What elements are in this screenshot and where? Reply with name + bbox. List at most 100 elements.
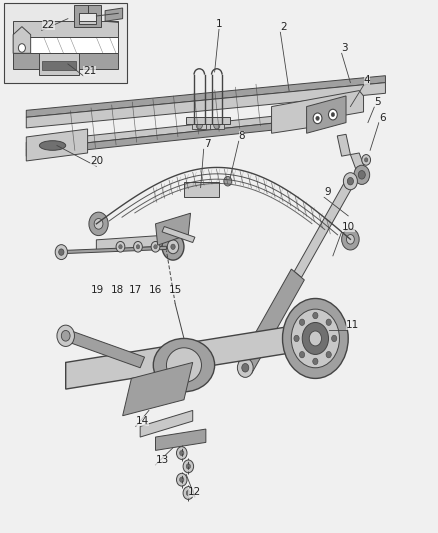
Circle shape — [342, 229, 359, 250]
Circle shape — [354, 165, 370, 184]
Polygon shape — [61, 246, 166, 254]
Text: 10: 10 — [342, 222, 355, 232]
Polygon shape — [105, 8, 123, 21]
Circle shape — [94, 219, 103, 229]
Circle shape — [57, 325, 74, 346]
Polygon shape — [272, 91, 364, 133]
Circle shape — [300, 319, 305, 326]
Circle shape — [300, 351, 305, 358]
Circle shape — [316, 116, 319, 120]
Text: 22: 22 — [42, 20, 55, 30]
Ellipse shape — [166, 348, 201, 383]
Ellipse shape — [153, 338, 215, 392]
Circle shape — [346, 235, 354, 244]
Polygon shape — [13, 53, 118, 69]
Circle shape — [134, 241, 142, 252]
Circle shape — [331, 112, 335, 117]
Polygon shape — [307, 96, 346, 133]
Polygon shape — [162, 227, 195, 243]
Circle shape — [326, 351, 331, 358]
Circle shape — [186, 490, 191, 496]
Circle shape — [326, 319, 331, 326]
Circle shape — [119, 245, 122, 249]
Text: 15: 15 — [169, 285, 182, 295]
Circle shape — [186, 464, 191, 469]
Text: 4: 4 — [364, 75, 370, 85]
Circle shape — [177, 447, 187, 459]
Circle shape — [347, 177, 353, 185]
Polygon shape — [13, 27, 31, 53]
Circle shape — [242, 364, 249, 372]
Circle shape — [171, 244, 175, 249]
Bar — [210, 122, 224, 129]
Circle shape — [294, 335, 299, 342]
Text: 20: 20 — [90, 156, 103, 166]
Circle shape — [313, 113, 322, 124]
Text: 21: 21 — [83, 66, 96, 76]
Circle shape — [61, 330, 70, 341]
Bar — [192, 122, 206, 129]
Polygon shape — [96, 235, 175, 251]
Circle shape — [313, 358, 318, 365]
Circle shape — [136, 245, 140, 249]
Text: 8: 8 — [239, 131, 245, 141]
Circle shape — [362, 155, 371, 165]
Circle shape — [328, 109, 337, 120]
Polygon shape — [13, 21, 118, 37]
Circle shape — [167, 240, 179, 254]
Text: 13: 13 — [155, 455, 169, 465]
Polygon shape — [337, 134, 350, 156]
Circle shape — [343, 173, 357, 190]
Circle shape — [183, 487, 194, 499]
Circle shape — [313, 312, 318, 319]
Text: 14: 14 — [136, 416, 149, 426]
Text: 19: 19 — [91, 285, 104, 295]
Text: 17: 17 — [129, 285, 142, 295]
Circle shape — [116, 241, 125, 252]
Circle shape — [180, 477, 184, 482]
Circle shape — [283, 298, 348, 378]
Polygon shape — [26, 129, 88, 161]
Polygon shape — [26, 83, 385, 128]
Text: 7: 7 — [204, 139, 210, 149]
Text: 6: 6 — [379, 112, 385, 123]
Circle shape — [214, 122, 220, 129]
Polygon shape — [184, 182, 219, 197]
Polygon shape — [13, 37, 118, 53]
Polygon shape — [26, 76, 385, 117]
Polygon shape — [155, 213, 191, 245]
Polygon shape — [39, 53, 79, 75]
Text: 12: 12 — [188, 487, 201, 497]
Polygon shape — [350, 153, 366, 172]
Circle shape — [154, 245, 157, 249]
Circle shape — [224, 176, 232, 186]
Polygon shape — [26, 110, 328, 149]
Circle shape — [364, 158, 368, 162]
Polygon shape — [66, 330, 145, 368]
Polygon shape — [123, 362, 193, 416]
Circle shape — [151, 241, 160, 252]
Polygon shape — [66, 325, 298, 389]
Circle shape — [18, 44, 25, 52]
Polygon shape — [239, 269, 304, 373]
Text: 5: 5 — [374, 96, 381, 107]
Circle shape — [89, 212, 108, 236]
Text: 9: 9 — [324, 187, 331, 197]
Text: 2: 2 — [280, 22, 287, 32]
Polygon shape — [155, 429, 206, 450]
Circle shape — [291, 309, 339, 368]
Circle shape — [162, 233, 184, 260]
Circle shape — [332, 335, 337, 342]
Text: 3: 3 — [342, 43, 348, 53]
Text: 18: 18 — [111, 285, 124, 295]
Circle shape — [177, 473, 187, 486]
Circle shape — [237, 358, 253, 377]
Circle shape — [196, 122, 202, 129]
Text: 1: 1 — [215, 19, 223, 29]
Text: 16: 16 — [149, 285, 162, 295]
Circle shape — [358, 171, 365, 179]
Polygon shape — [26, 117, 328, 156]
Text: 11: 11 — [346, 320, 359, 330]
Polygon shape — [4, 3, 127, 83]
Polygon shape — [186, 117, 230, 124]
